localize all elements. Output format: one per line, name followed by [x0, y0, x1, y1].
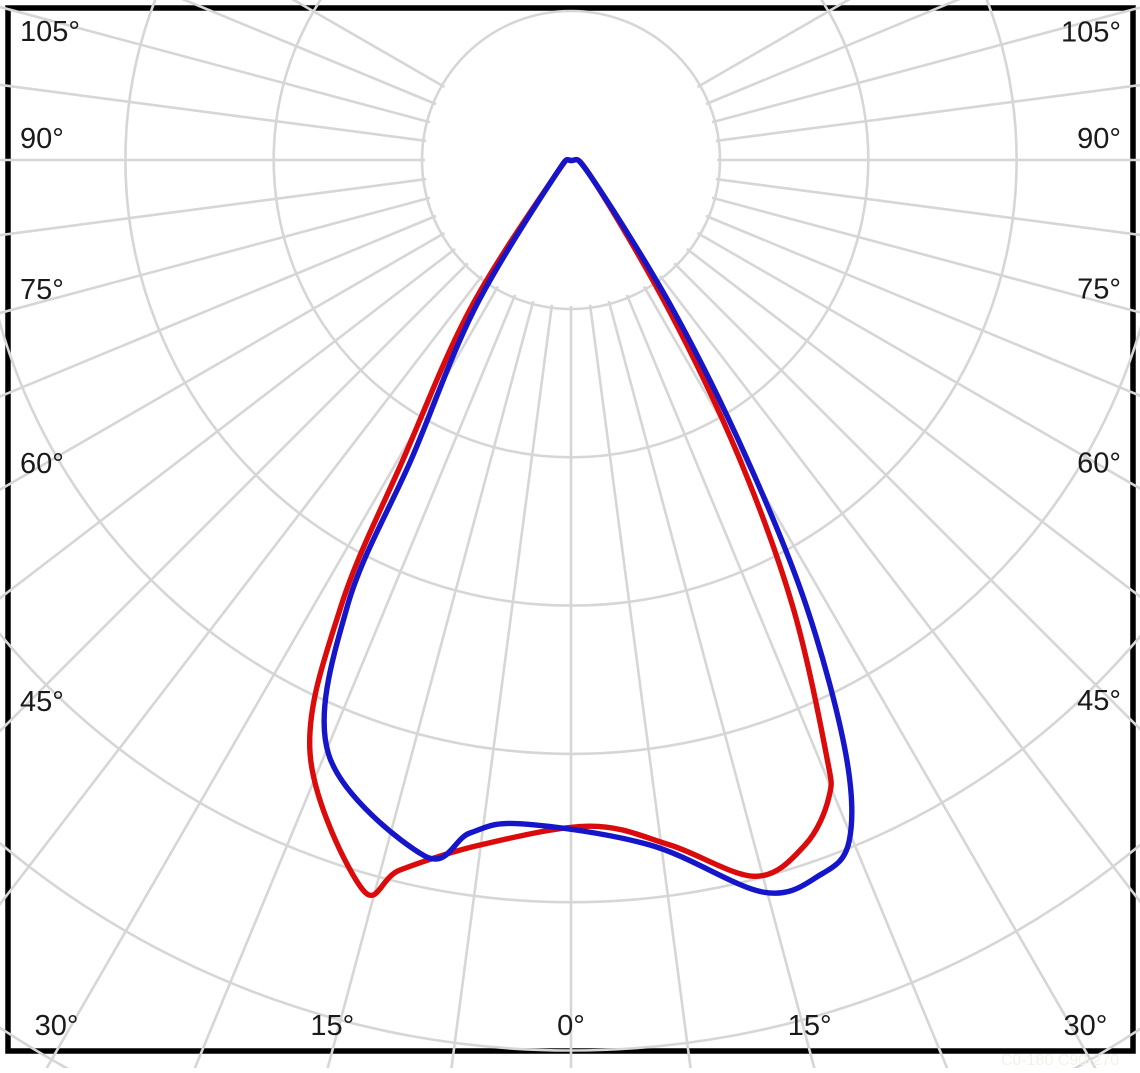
svg-text:15°: 15° — [310, 1010, 354, 1042]
svg-text:0°: 0° — [557, 1010, 585, 1042]
svg-text:45°: 45° — [20, 686, 64, 718]
svg-text:30°: 30° — [35, 1010, 79, 1042]
svg-text:60°: 60° — [20, 448, 64, 480]
svg-text:15°: 15° — [788, 1010, 832, 1042]
svg-text:105°: 105° — [1061, 16, 1121, 48]
svg-text:105°: 105° — [20, 16, 80, 48]
svg-text:30°: 30° — [1063, 1010, 1107, 1042]
svg-text:75°: 75° — [20, 274, 64, 306]
svg-text:60°: 60° — [1077, 448, 1121, 480]
svg-text:C0-180 C90-270: C0-180 C90-270 — [1001, 1052, 1119, 1068]
svg-text:90°: 90° — [20, 123, 64, 155]
svg-text:45°: 45° — [1077, 685, 1121, 717]
svg-text:75°: 75° — [1077, 274, 1121, 306]
svg-text:90°: 90° — [1077, 123, 1121, 155]
